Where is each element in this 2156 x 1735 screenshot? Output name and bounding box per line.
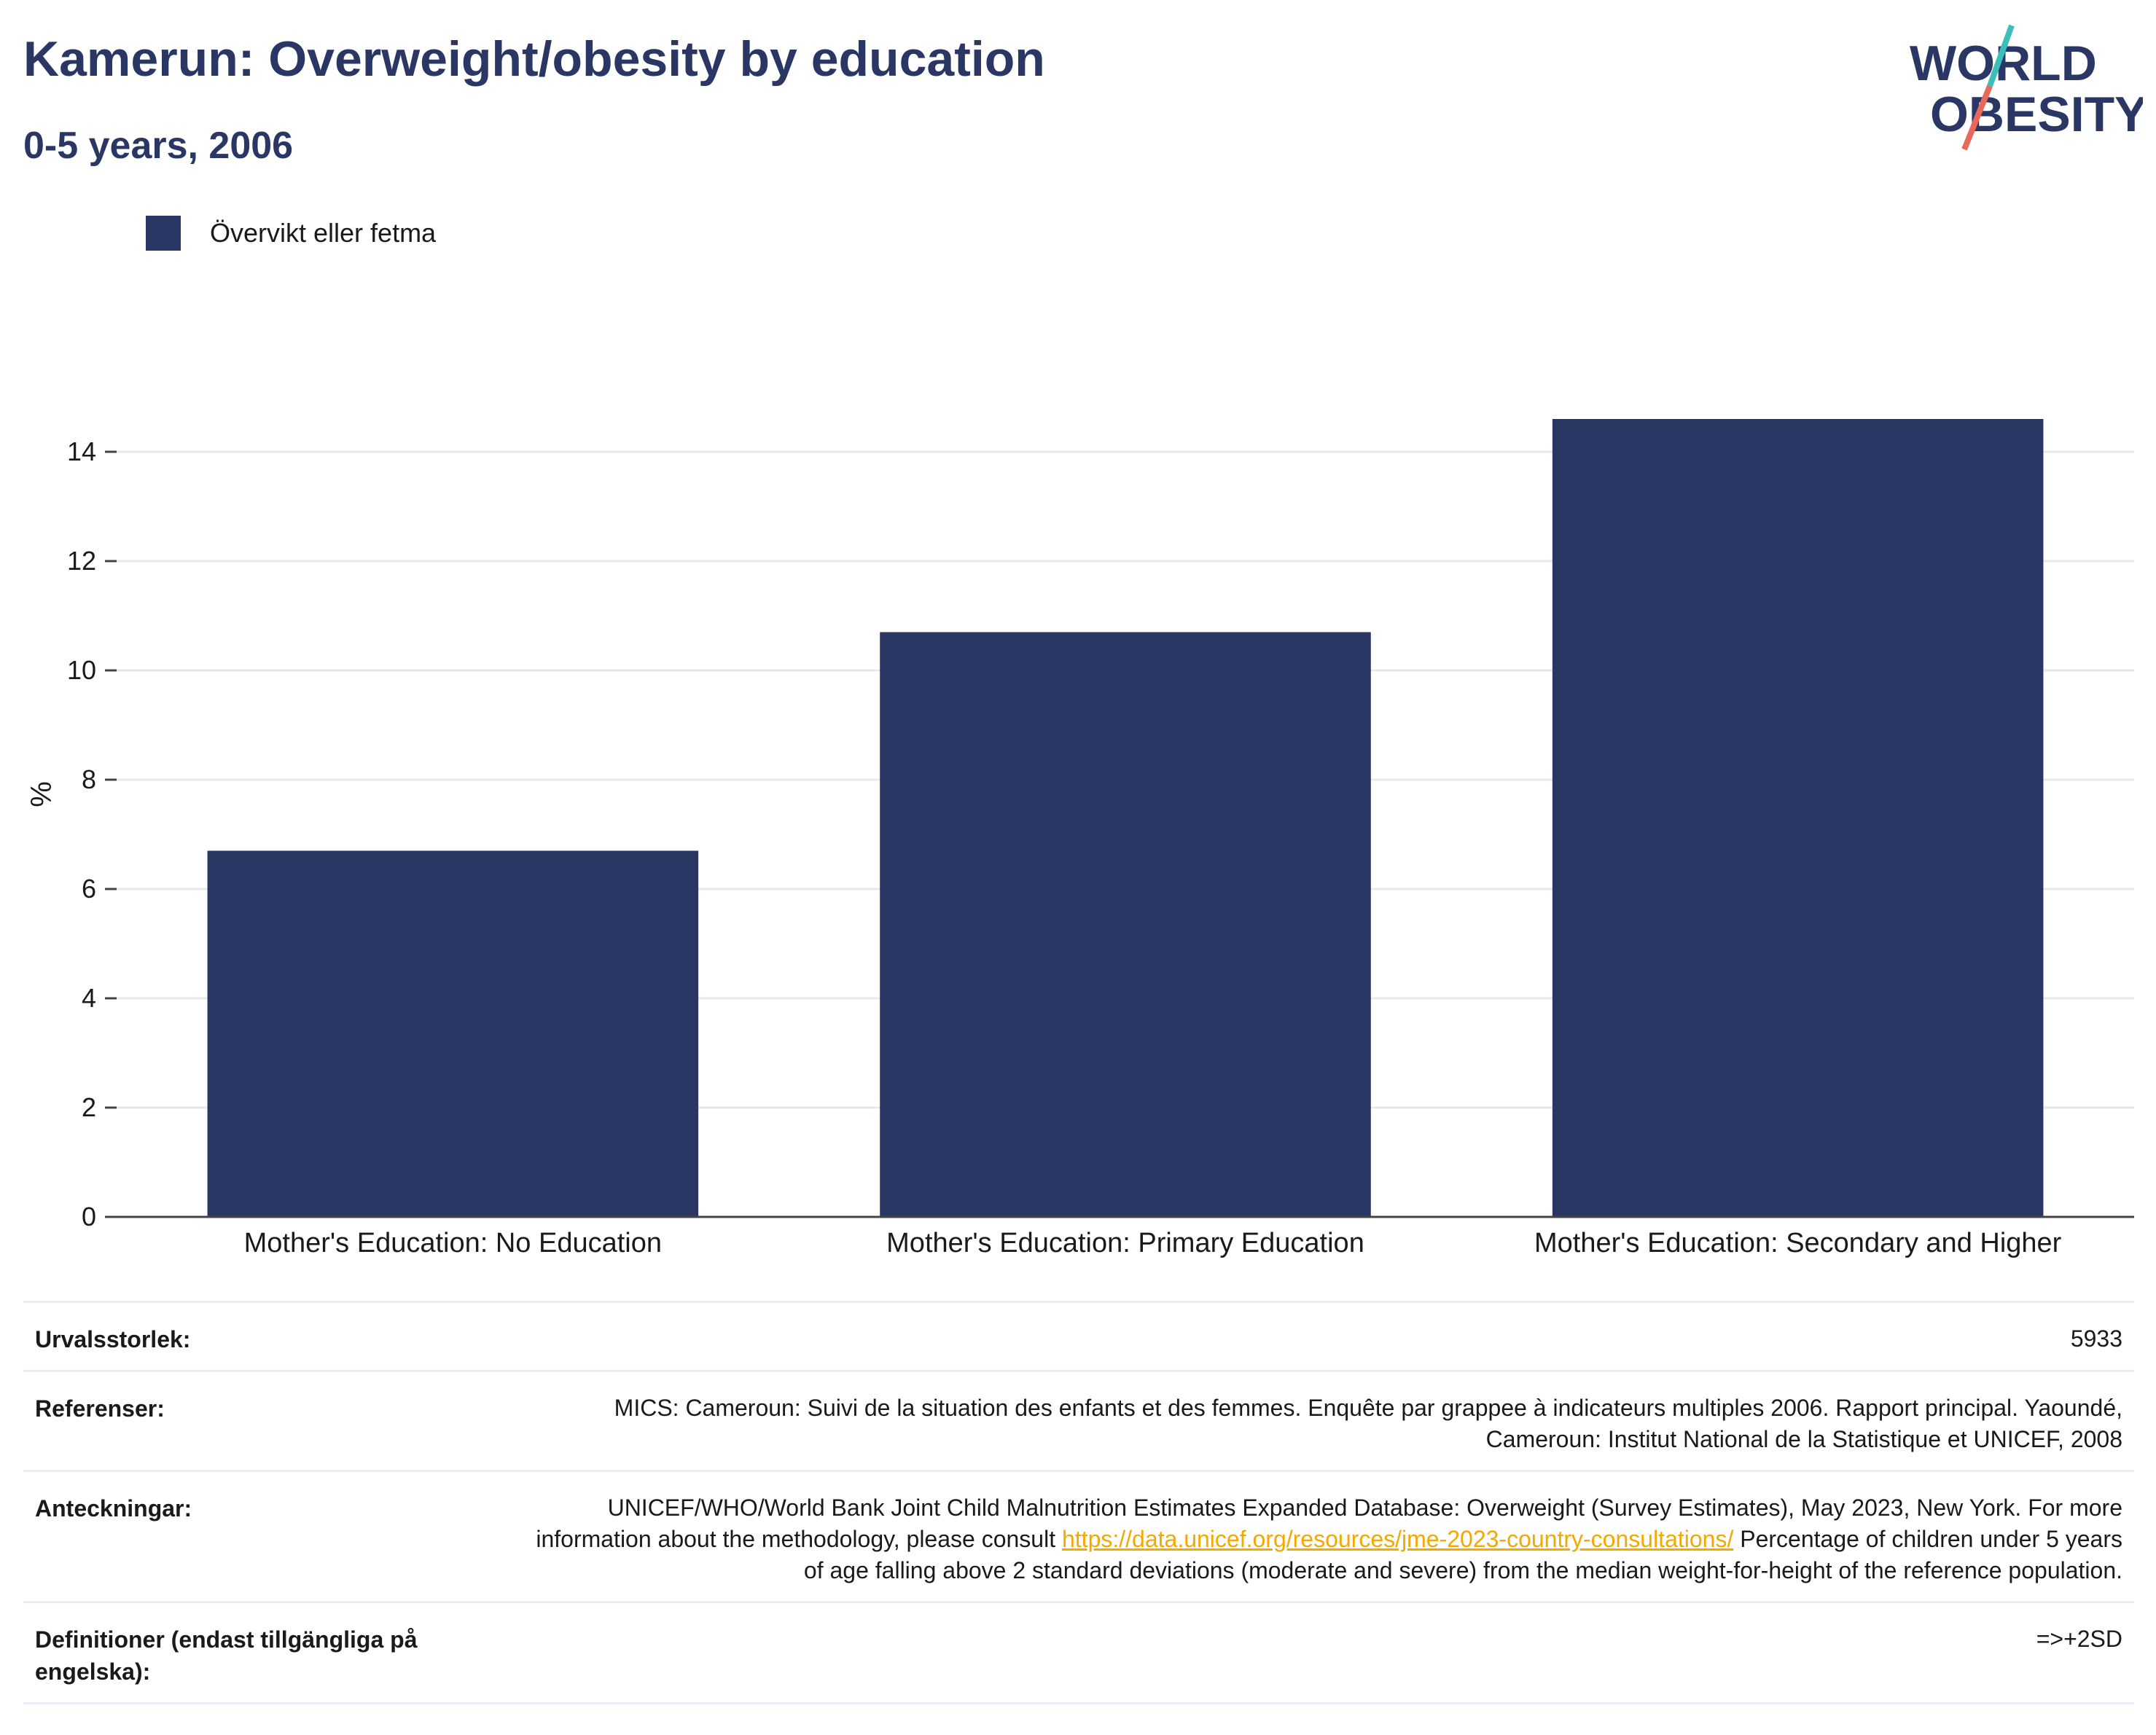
definitions-row: Definitioner (endast tillgängliga på eng… <box>23 1601 2134 1704</box>
logo-slash-coral <box>1961 85 1993 151</box>
y-tick-label: 2 <box>82 1092 96 1122</box>
y-tick-label: 14 <box>67 436 96 466</box>
chart-subtitle: 0-5 years, 2006 <box>23 125 294 167</box>
x-tick-label: Mother's Education: No Education <box>244 1228 662 1258</box>
legend-label: Övervikt eller fetma <box>210 218 437 248</box>
y-tick-label: 10 <box>67 655 96 685</box>
y-tick-label: 0 <box>82 1202 96 1231</box>
bar-2 <box>880 632 1371 1217</box>
y-tick-label: 4 <box>82 983 96 1013</box>
methodology-link[interactable]: https://data.unicef.org/resources/jme-20… <box>1061 1526 1734 1552</box>
bar-3 <box>1552 419 2044 1217</box>
y-tick-label: 12 <box>67 546 96 576</box>
logo-word-obesity: OBESITY <box>1930 87 2143 142</box>
notes-label: Anteckningar: <box>35 1495 192 1521</box>
definitions-label: Definitioner (endast tillgängliga på eng… <box>35 1626 418 1685</box>
logo-slash-teal <box>1987 24 2015 87</box>
x-tick-label: Mother's Education: Primary Education <box>886 1228 1364 1258</box>
references-value: MICS: Cameroun: Suivi de la situation de… <box>614 1395 2122 1452</box>
x-tick-label: Mother's Education: Secondary and Higher <box>1534 1228 2062 1258</box>
world-obesity-logo: WORLD OBESITY <box>1910 24 2143 151</box>
notes-text-after: Percentage of children under 5 years of … <box>803 1526 2122 1583</box>
definitions-value: =>+2SD <box>2036 1626 2122 1652</box>
metadata-table: Urvalsstorlek: 5933 Referenser: MICS: Ca… <box>23 1301 2134 1704</box>
bar-chart: 0 2 4 6 8 10 12 14 Mother's Education: No Educat… <box>26 419 2134 1258</box>
references-row: Referenser: MICS: Cameroun: Suivi de la … <box>23 1370 2134 1470</box>
legend: Övervikt eller fetma <box>146 216 436 251</box>
sample-size-row: Urvalsstorlek: 5933 <box>23 1301 2134 1370</box>
sample-size-label: Urvalsstorlek: <box>35 1326 191 1352</box>
sample-size-value: 5933 <box>2070 1325 2122 1352</box>
y-tick-label: 8 <box>82 764 96 794</box>
notes-text-before: UNICEF/WHO/World Bank Joint Child Malnut… <box>536 1495 2122 1552</box>
y-tick-label: 6 <box>82 874 96 904</box>
chart-title: Kamerun: Overweight/obesity by education <box>23 31 1045 87</box>
y-axis-label: % <box>26 781 58 807</box>
legend-swatch <box>146 216 181 251</box>
bar-1 <box>207 850 699 1217</box>
notes-value: UNICEF/WHO/World Bank Joint Child Malnut… <box>519 1492 2122 1586</box>
notes-row: Anteckningar: UNICEF/WHO/World Bank Join… <box>23 1470 2134 1601</box>
references-label: Referenser: <box>35 1395 165 1422</box>
